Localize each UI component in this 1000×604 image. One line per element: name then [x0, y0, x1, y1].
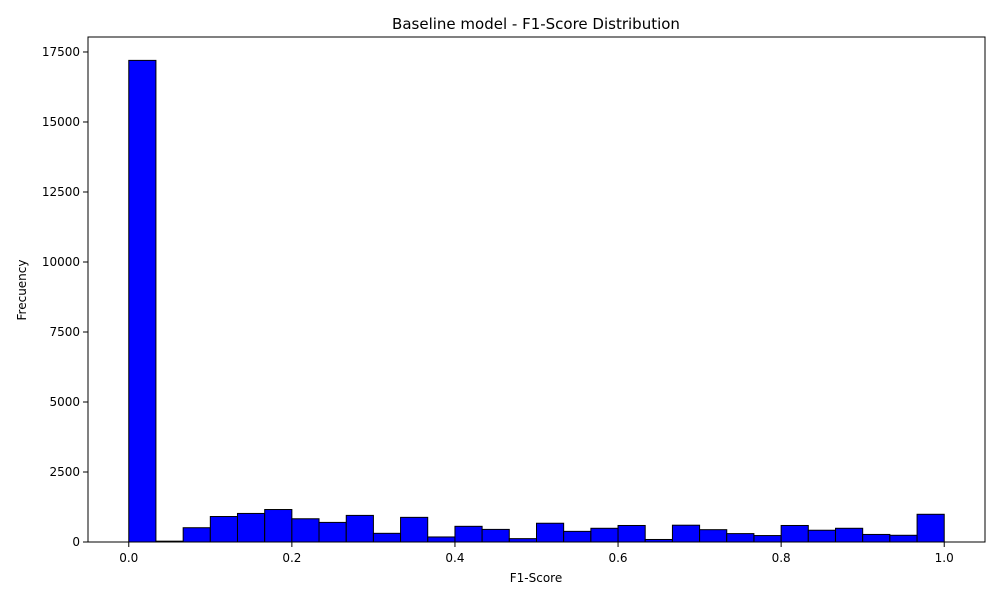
histogram-bar-6 [291, 518, 320, 543]
x-tick-label: 0.0 [119, 551, 138, 565]
histogram-bar-15 [536, 522, 565, 543]
histogram-bar-2 [182, 527, 211, 543]
histogram-bar-14 [508, 538, 538, 543]
histogram-bar-28 [889, 534, 918, 543]
x-axis-label: F1-Score [510, 571, 562, 585]
histogram-bar-21 [699, 529, 728, 543]
x-tick-label: 1.0 [935, 551, 954, 565]
y-tick-label: 17500 [42, 45, 80, 59]
histogram-bar-17 [590, 527, 619, 543]
histogram-bar-12 [454, 525, 483, 543]
x-tick-label: 0.4 [445, 551, 464, 565]
histogram-bar-18 [617, 524, 646, 543]
y-tick-label: 15000 [42, 115, 80, 129]
histogram-bar-13 [481, 528, 510, 543]
histogram-bar-27 [862, 533, 891, 543]
y-axis: 0 2500 5000 7500 10000 12500 15000 17500 [42, 45, 88, 549]
x-tick-label: 0.8 [772, 551, 791, 565]
histogram-bar-29 [916, 513, 945, 543]
histogram-bar-22 [726, 533, 755, 543]
histogram-bar-0 [128, 59, 157, 543]
bars-group [128, 59, 945, 543]
y-tick-label: 5000 [49, 395, 80, 409]
histogram-bar-10 [400, 516, 429, 543]
y-tick-label: 10000 [42, 255, 80, 269]
x-tick-label: 0.6 [608, 551, 627, 565]
histogram-bar-24 [780, 524, 809, 543]
y-tick-label: 7500 [49, 325, 80, 339]
histogram-bar-20 [671, 524, 701, 543]
histogram-bar-11 [427, 536, 456, 543]
histogram-bar-26 [835, 527, 864, 543]
histogram-bar-25 [807, 529, 836, 543]
histogram-bar-23 [753, 535, 782, 543]
histogram-bar-4 [236, 512, 266, 543]
y-tick-label: 0 [72, 535, 80, 549]
histogram-bar-9 [372, 532, 402, 543]
histogram-bar-7 [318, 521, 347, 543]
histogram-bar-5 [264, 509, 293, 543]
x-tick-label: 0.2 [282, 551, 301, 565]
histogram-bar-8 [345, 514, 374, 543]
y-axis-label: Frecuency [15, 260, 29, 321]
y-tick-label: 2500 [49, 465, 80, 479]
histogram-bar-16 [563, 530, 592, 543]
histogram-bar-3 [209, 516, 238, 543]
chart-title: Baseline model - F1-Score Distribution [392, 15, 680, 33]
plot-frame [87, 36, 986, 543]
x-axis: 0.0 0.2 0.4 0.6 0.8 1.0 [119, 542, 954, 565]
y-tick-label: 12500 [42, 185, 80, 199]
